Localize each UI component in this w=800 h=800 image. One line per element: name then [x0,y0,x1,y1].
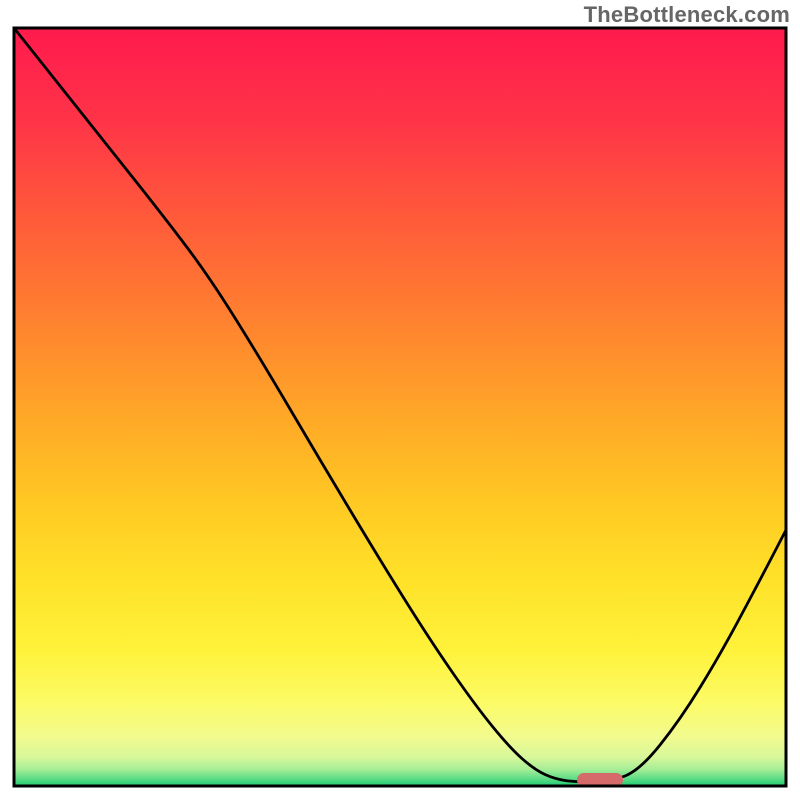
bottleneck-chart [0,0,800,800]
watermark-text: TheBottleneck.com [584,2,790,28]
plot-background [14,28,786,786]
